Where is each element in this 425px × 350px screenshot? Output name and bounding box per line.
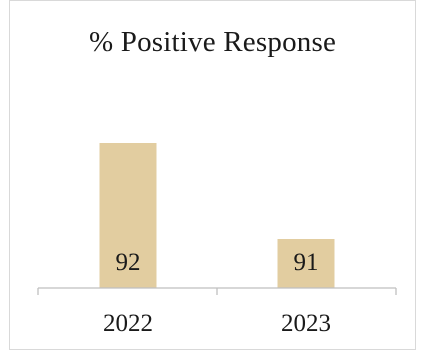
bar-2023 xyxy=(277,239,335,288)
data-label-2022: 92 xyxy=(116,249,141,276)
bars-layer xyxy=(99,143,335,288)
x-tick-label-2023: 2023 xyxy=(281,310,331,337)
x-axis xyxy=(37,287,397,295)
labels-layer: 92 2022 91 2023 xyxy=(103,249,331,337)
x-tick-label-2022: 2022 xyxy=(103,310,153,337)
chart-title: % Positive Response xyxy=(88,26,337,58)
chart-frame xyxy=(9,0,416,350)
bar-2022 xyxy=(99,143,157,288)
data-label-2023: 91 xyxy=(294,249,319,276)
